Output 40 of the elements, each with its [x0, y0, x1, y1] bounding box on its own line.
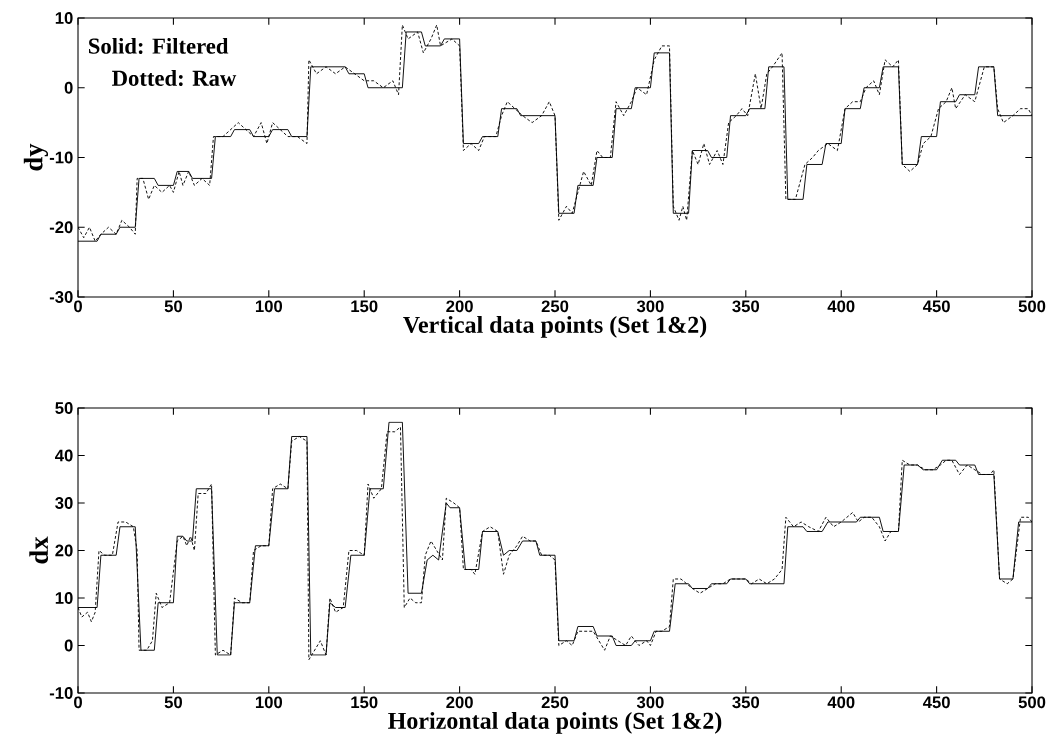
x-tick-label: 400	[827, 696, 855, 709]
x-tick-label: 350	[732, 696, 760, 709]
y-tick-label: -30	[49, 291, 73, 303]
y-tick-label: 30	[55, 497, 73, 509]
y-tick-label: 10	[55, 592, 73, 604]
y-axis-title: dy	[23, 143, 49, 171]
x-tick-label: 100	[255, 300, 283, 313]
annotation: Solid: Filtered	[89, 37, 229, 54]
y-tick-label: 50	[55, 402, 73, 414]
x-tick-label: 100	[255, 696, 283, 709]
y-tick-label: -10	[49, 151, 73, 164]
y-tick-label: 40	[55, 449, 73, 462]
x-tick-label: 250	[541, 300, 569, 313]
x-tick-label: 0	[74, 300, 82, 313]
x-tick-label: 450	[922, 300, 950, 313]
x-tick-label: 350	[732, 300, 760, 313]
x-tick-label: 500	[1018, 300, 1046, 313]
x-tick-label: 150	[351, 696, 378, 709]
x-tick-label: 200	[446, 300, 473, 313]
annotation: Dotted: Raw	[112, 69, 237, 86]
x-tick-label: 50	[164, 300, 182, 313]
x-tick-label: 150	[351, 300, 378, 313]
y-tick-label: 0	[64, 639, 73, 652]
y-tick-label: 0	[64, 81, 73, 94]
x-axis-title: Horizontal data points (Set 1&2)	[388, 712, 722, 734]
x-axis-title: Vertical data points (Set 1&2)	[403, 316, 707, 338]
y-tick-label: -10	[49, 687, 73, 699]
y-tick-label: -20	[49, 221, 73, 234]
x-tick-label: 50	[164, 696, 182, 709]
x-tick-label: 500	[1018, 696, 1046, 709]
x-tick-label: 300	[636, 696, 664, 709]
x-tick-label: 250	[541, 696, 569, 709]
x-tick-label: 0	[74, 696, 82, 709]
y-axis-title: dx	[29, 536, 49, 564]
x-tick-label: 200	[446, 696, 473, 709]
x-tick-label: 450	[922, 696, 950, 709]
x-tick-label: 300	[636, 300, 664, 313]
y-tick-label: 20	[55, 544, 73, 557]
x-tick-label: 400	[827, 300, 855, 313]
y-tick-label: 10	[55, 12, 73, 24]
